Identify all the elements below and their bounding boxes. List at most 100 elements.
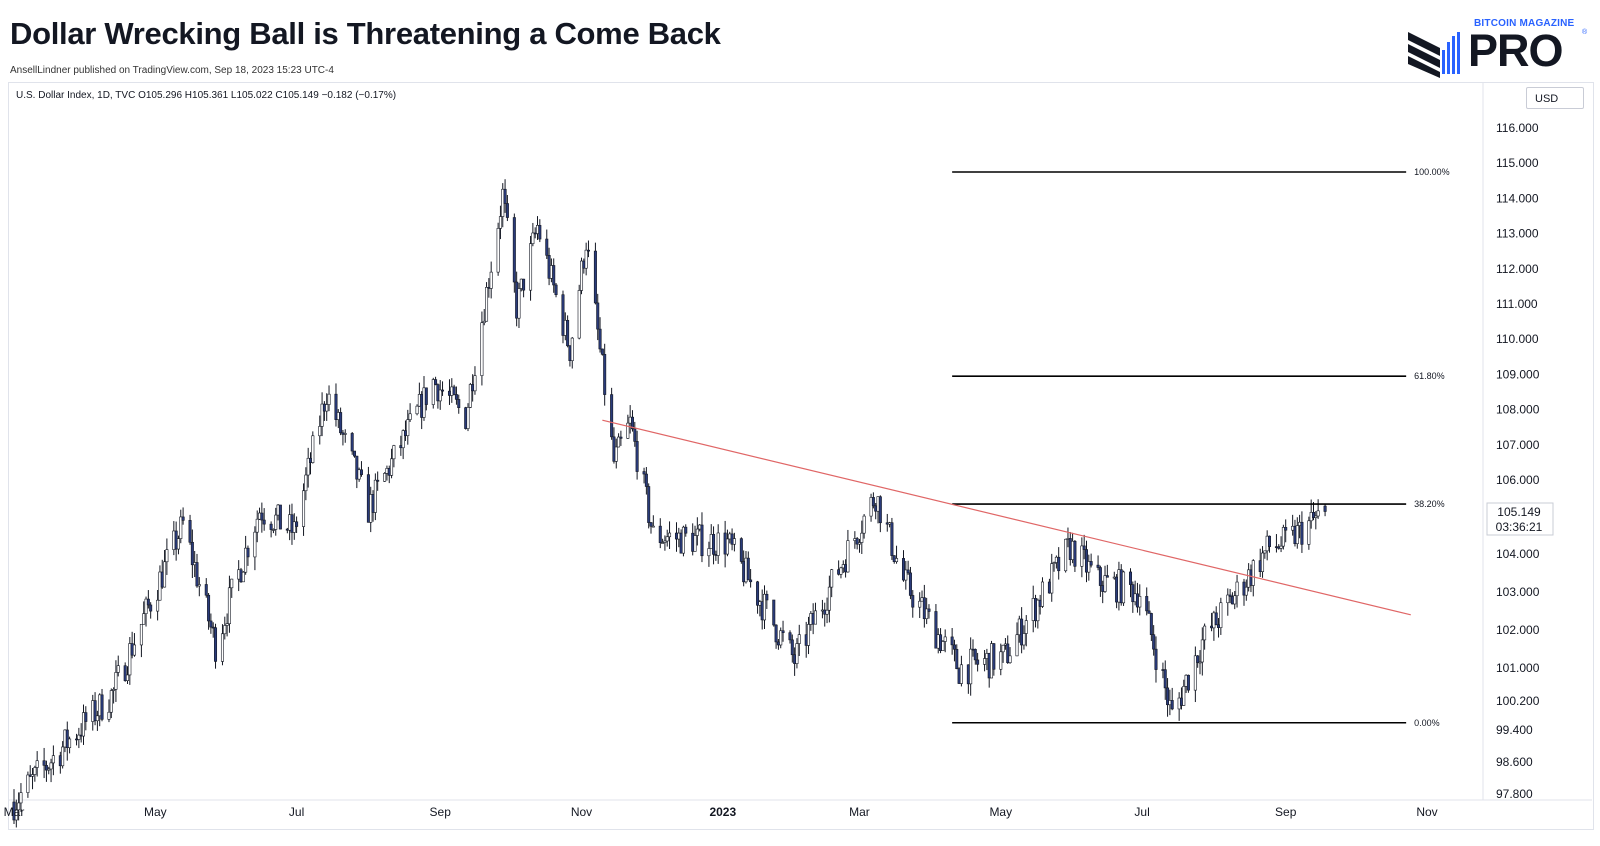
candle <box>1087 554 1091 581</box>
candle <box>839 566 843 579</box>
candle-body <box>1214 612 1218 626</box>
candle <box>1166 678 1170 717</box>
candle-body <box>739 538 743 562</box>
candle <box>197 577 201 597</box>
candle <box>190 529 194 579</box>
candle <box>271 528 275 534</box>
candle-body <box>1307 520 1311 545</box>
time-tick-label: Nov <box>571 805 592 819</box>
candle <box>496 222 500 276</box>
candle-body <box>214 627 218 662</box>
candle <box>1103 565 1107 593</box>
candle-body <box>1154 648 1158 670</box>
candle <box>644 467 648 495</box>
candle-body <box>1196 655 1200 663</box>
candle-body <box>890 522 894 556</box>
candle <box>49 758 53 783</box>
price-tick-label: 100.200 <box>1496 694 1540 708</box>
candle <box>262 508 266 531</box>
candle <box>580 257 584 295</box>
candle-body <box>209 620 213 628</box>
candle-body <box>473 375 477 392</box>
candle-body <box>390 458 394 476</box>
candle-body <box>983 658 987 665</box>
candle-body <box>668 532 672 538</box>
candle <box>1024 615 1028 647</box>
candle-body <box>593 250 597 304</box>
candle <box>584 242 588 276</box>
candle <box>302 483 306 536</box>
candle-body <box>626 422 630 439</box>
candle <box>142 601 146 625</box>
candle <box>149 602 153 619</box>
candle <box>1281 524 1285 550</box>
candle <box>269 521 273 538</box>
candle <box>1279 536 1283 553</box>
candle-body <box>431 379 435 405</box>
candle-body <box>1284 527 1288 531</box>
candle <box>139 623 143 658</box>
candle <box>1052 561 1056 572</box>
candle <box>353 450 357 458</box>
candle-body <box>1203 625 1207 641</box>
candle-body <box>904 569 908 581</box>
candle-body <box>1314 515 1318 518</box>
candle-body <box>1219 602 1223 628</box>
candle <box>480 311 484 386</box>
candle-body <box>642 471 646 475</box>
candle-body <box>1300 521 1304 545</box>
candle-body <box>959 664 963 684</box>
candle <box>1263 550 1267 559</box>
fib-level-label: 100.00% <box>1414 167 1450 177</box>
candle-body <box>33 767 37 775</box>
candle <box>406 409 410 445</box>
candle-body <box>969 648 973 685</box>
candle-body <box>454 394 458 400</box>
candle-body <box>862 515 866 534</box>
downtrend-line[interactable] <box>602 419 1411 616</box>
candle <box>165 538 169 575</box>
candle-body <box>114 672 118 690</box>
candle-body <box>262 519 266 525</box>
candle-body <box>1244 586 1248 596</box>
candle <box>1186 674 1190 693</box>
candle-body <box>857 542 861 545</box>
candle-body <box>630 416 634 430</box>
candle <box>862 514 866 539</box>
candle-body <box>684 526 688 534</box>
candle-body <box>999 651 1003 670</box>
candle <box>871 492 875 509</box>
candle-body <box>807 624 811 646</box>
price-tick-label: 98.600 <box>1496 755 1533 769</box>
candle <box>570 336 574 369</box>
currency-button[interactable]: USD <box>1526 87 1584 109</box>
candle-body <box>165 549 169 563</box>
candle-body <box>480 322 484 376</box>
candle <box>1050 553 1054 602</box>
candle-body <box>343 433 347 435</box>
candle <box>505 195 509 222</box>
candle-body <box>241 571 245 583</box>
candle <box>658 518 662 549</box>
candle-body <box>813 610 817 625</box>
candle-body <box>529 243 533 291</box>
candle <box>739 537 743 564</box>
candle-body <box>695 528 699 536</box>
candle <box>1203 623 1207 650</box>
logo-small-text: BITCOIN MAGAZINE <box>1474 18 1575 29</box>
candle <box>343 429 347 443</box>
candle-body <box>1235 581 1239 597</box>
time-tick-label: Mar <box>849 805 870 819</box>
candle <box>749 569 753 588</box>
candle <box>1105 564 1109 578</box>
candle <box>684 524 688 537</box>
candle <box>126 666 130 685</box>
candle-body <box>61 746 65 767</box>
time-tick-label: 2023 <box>709 805 736 819</box>
candle-body <box>415 405 419 415</box>
candle <box>642 467 646 484</box>
time-tick-label: Mar <box>4 805 25 819</box>
candle <box>1122 570 1126 606</box>
candle <box>1089 553 1093 568</box>
